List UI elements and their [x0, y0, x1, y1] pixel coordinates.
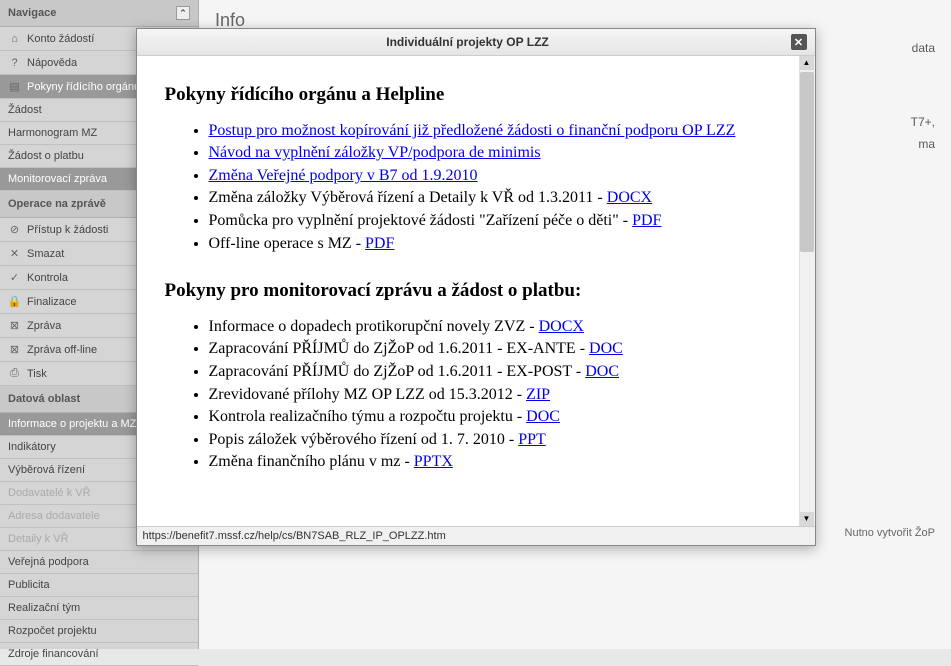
- scroll-up-icon[interactable]: ▲: [800, 56, 814, 70]
- help-list-item: Návod na vyplnění záložky VP/podpora de …: [209, 142, 787, 164]
- help-list-item: Informace o dopadech protikorupční novel…: [209, 316, 787, 338]
- help-link[interactable]: PPTX: [414, 453, 453, 470]
- help-link[interactable]: Změna Veřejné podpory v B7 od 1.9.2010: [209, 167, 478, 184]
- help-link[interactable]: DOC: [585, 363, 619, 380]
- modal-heading-1: Pokyny řídícího orgánu a Helpline: [165, 82, 787, 108]
- help-list-item: Zrevidované přílohy MZ OP LZZ od 15.3.20…: [209, 384, 787, 406]
- help-list-item: Off-line operace s MZ - PDF: [209, 233, 787, 255]
- help-link[interactable]: DOCX: [607, 189, 652, 206]
- help-link[interactable]: PPT: [518, 431, 546, 448]
- modal-list-2: Informace o dopadech protikorupční novel…: [209, 316, 787, 473]
- modal-title: Individuální projekty OP LZZ: [145, 35, 791, 49]
- help-list-item: Změna Veřejné podpory v B7 od 1.9.2010: [209, 165, 787, 187]
- sidebar-item-label: Zdroje financování: [8, 648, 99, 660]
- modal-body: Pokyny řídícího orgánu a Helpline Postup…: [137, 56, 815, 526]
- help-link[interactable]: PDF: [632, 212, 661, 229]
- modal-titlebar: Individuální projekty OP LZZ ✕: [137, 29, 815, 56]
- help-list-item: Zapracování PŘÍJMŮ do ZjŽoP od 1.6.2011 …: [209, 361, 787, 383]
- help-list-item: Změna finančního plánu v mz - PPTX: [209, 451, 787, 473]
- help-list-item: Změna záložky Výběrová řízení a Detaily …: [209, 187, 787, 209]
- help-list-item: Postup pro možnost kopírování již předlo…: [209, 120, 787, 142]
- help-list-item: Zapracování PŘÍJMŮ do ZjŽoP od 1.6.2011 …: [209, 338, 787, 360]
- help-link[interactable]: DOC: [526, 408, 560, 425]
- help-list-item: Pomůcka pro vyplnění projektové žádosti …: [209, 210, 787, 232]
- help-link[interactable]: Postup pro možnost kopírování již předlo…: [209, 122, 736, 139]
- help-modal: Individuální projekty OP LZZ ✕ Pokyny ří…: [136, 28, 816, 546]
- modal-overlay: Individuální projekty OP LZZ ✕ Pokyny ří…: [0, 0, 951, 649]
- help-link[interactable]: DOCX: [539, 318, 584, 335]
- scroll-down-icon[interactable]: ▼: [800, 512, 814, 526]
- help-list-item: Popis záložek výběrového řízení od 1. 7.…: [209, 429, 787, 451]
- help-list-item: Kontrola realizačního týmu a rozpočtu pr…: [209, 406, 787, 428]
- scrollbar[interactable]: ▲ ▼: [799, 56, 815, 526]
- help-link[interactable]: DOC: [589, 340, 623, 357]
- help-link[interactable]: ZIP: [526, 386, 550, 403]
- close-icon[interactable]: ✕: [791, 34, 807, 50]
- scrollbar-thumb[interactable]: [800, 72, 814, 252]
- modal-statusbar: https://benefit7.mssf.cz/help/cs/BN7SAB_…: [137, 526, 815, 545]
- modal-list-1: Postup pro možnost kopírování již předlo…: [209, 120, 787, 255]
- help-link[interactable]: PDF: [365, 235, 394, 252]
- modal-heading-2: Pokyny pro monitorovací zprávu a žádost …: [165, 278, 787, 304]
- help-link[interactable]: Návod na vyplnění záložky VP/podpora de …: [209, 144, 541, 161]
